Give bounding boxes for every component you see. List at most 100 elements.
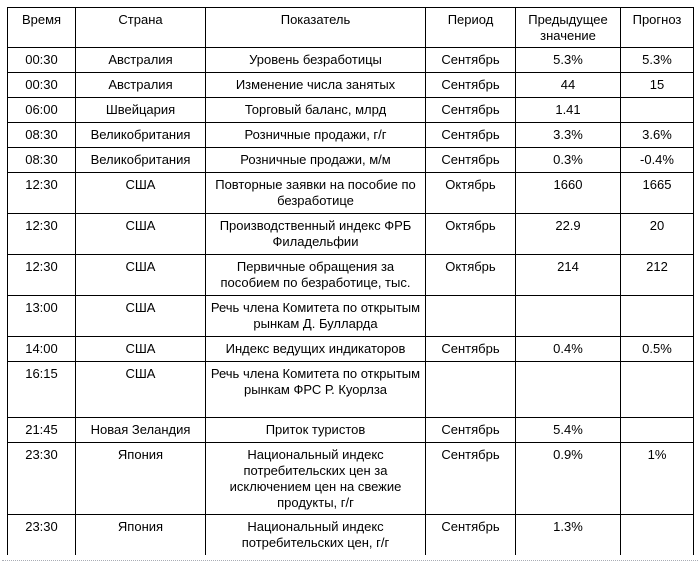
cell-period: Сентябрь: [425, 72, 516, 98]
cell-period: [425, 361, 516, 418]
cell-previous: 3.3%: [515, 122, 621, 148]
table-row: 14:00 США Индекс ведущих индикаторов Сентяб…: [7, 336, 694, 362]
cell-indicator: Приток туристов: [205, 417, 426, 443]
cell-period: Сентябрь: [425, 97, 516, 123]
cell-previous: 22.9: [515, 213, 621, 255]
cell-previous: 5.3%: [515, 47, 621, 73]
cell-indicator: Производственный индекс ФРБ Филадельфии: [205, 213, 426, 255]
cell-indicator: Розничные продажи, г/г: [205, 122, 426, 148]
cell-country: США: [75, 172, 206, 214]
table-row: 06:00 Швейцария Торговый баланс, млрд Сентя…: [7, 97, 694, 123]
cell-indicator: Розничные продажи, м/м: [205, 147, 426, 173]
cell-country: Япония: [75, 442, 206, 515]
cell-forecast: 20: [620, 213, 694, 255]
cell-indicator: Индекс ведущих индикаторов: [205, 336, 426, 362]
cell-country: Великобритания: [75, 122, 206, 148]
cell-country: США: [75, 254, 206, 296]
table-row: 00:30 Австралия Уровень безработицы Сентябр…: [7, 47, 694, 73]
header-time: Время: [7, 7, 76, 48]
page-boundary-dotted-line: [2, 560, 698, 561]
cell-period: Сентябрь: [425, 417, 516, 443]
table-row: 12:30 США Производственный индекс ФРБ Фила…: [7, 213, 694, 255]
cell-forecast: [620, 361, 694, 418]
cell-previous: 1660: [515, 172, 621, 214]
cell-indicator: Торговый баланс, млрд: [205, 97, 426, 123]
econ-table-body: 00:30 Австралия Уровень безработицы Сентябр…: [7, 47, 694, 555]
cell-forecast: [620, 295, 694, 337]
cell-time: 06:00: [7, 97, 76, 123]
cell-period: Сентябрь: [425, 122, 516, 148]
cell-forecast: 5.3%: [620, 47, 694, 73]
cell-period: Октябрь: [425, 254, 516, 296]
table-row: 23:30 Япония Национальный индекс потребите…: [7, 442, 694, 515]
cell-time: 21:45: [7, 417, 76, 443]
cell-time: 13:00: [7, 295, 76, 337]
table-row: 12:30 США Первичные обращения за пособием …: [7, 254, 694, 296]
cell-country: Новая Зеландия: [75, 417, 206, 443]
table-row: 12:30 США Повторные заявки на пособие по б…: [7, 172, 694, 214]
cell-forecast: [620, 417, 694, 443]
cell-forecast: 15: [620, 72, 694, 98]
cell-country: США: [75, 336, 206, 362]
cell-previous: [515, 361, 621, 418]
cell-country: США: [75, 361, 206, 418]
cell-period: Сентябрь: [425, 442, 516, 515]
cell-forecast: [620, 97, 694, 123]
cell-time: 23:30: [7, 442, 76, 515]
cell-indicator: Национальный индекс потребительских цен,…: [205, 514, 426, 555]
cell-country: США: [75, 213, 206, 255]
cell-time: 12:30: [7, 254, 76, 296]
header-country: Страна: [75, 7, 206, 48]
table-row: 00:30 Австралия Изменение числа занятых Сен…: [7, 72, 694, 98]
cell-indicator: Речь члена Комитета по открытым рынкам Ф…: [205, 361, 426, 418]
cell-country: США: [75, 295, 206, 337]
cell-country: Австралия: [75, 47, 206, 73]
cell-time: 08:30: [7, 147, 76, 173]
cell-indicator: Речь члена Комитета по открытым рынкам Д…: [205, 295, 426, 337]
cell-indicator: Первичные обращения за пособием по безра…: [205, 254, 426, 296]
table-header: Время Страна Показатель Период Предыдуще…: [7, 7, 694, 48]
cell-previous: 214: [515, 254, 621, 296]
cell-time: 00:30: [7, 72, 76, 98]
cell-forecast: 212: [620, 254, 694, 296]
cell-period: Сентябрь: [425, 336, 516, 362]
cell-previous: [515, 295, 621, 337]
cell-period: Октябрь: [425, 172, 516, 214]
header-previous: Предыдущее значение: [515, 7, 621, 48]
table-row: 13:00 США Речь члена Комитета по открытым …: [7, 295, 694, 337]
cell-forecast: 3.6%: [620, 122, 694, 148]
cell-time: 12:30: [7, 172, 76, 214]
economic-calendar-table: Время Страна Показатель Период Предыдуще…: [7, 7, 694, 555]
header-period: Период: [425, 7, 516, 48]
cell-country: Швейцария: [75, 97, 206, 123]
cell-country: Япония: [75, 514, 206, 555]
table-row: 16:15 США Речь члена Комитета по открытым …: [7, 361, 694, 418]
cell-forecast: -0.4%: [620, 147, 694, 173]
cell-previous: 44: [515, 72, 621, 98]
cell-forecast: [620, 514, 694, 555]
cell-country: Великобритания: [75, 147, 206, 173]
cell-previous: 0.4%: [515, 336, 621, 362]
cell-indicator: Изменение числа занятых: [205, 72, 426, 98]
cell-forecast: 1665: [620, 172, 694, 214]
header-row: Время Страна Показатель Период Предыдуще…: [7, 7, 694, 48]
cell-indicator: Национальный индекс потребительских цен …: [205, 442, 426, 515]
table-row: 08:30 Великобритания Розничные продажи, г/…: [7, 122, 694, 148]
cell-previous: 1.41: [515, 97, 621, 123]
cell-time: 12:30: [7, 213, 76, 255]
cell-period: [425, 295, 516, 337]
cell-time: 23:30: [7, 514, 76, 555]
cell-previous: 0.3%: [515, 147, 621, 173]
header-indicator: Показатель: [205, 7, 426, 48]
cell-previous: 1.3%: [515, 514, 621, 555]
cell-forecast: 0.5%: [620, 336, 694, 362]
cell-time: 14:00: [7, 336, 76, 362]
cell-period: Сентябрь: [425, 514, 516, 555]
table-row: 23:30 Япония Национальный индекс потребите…: [7, 514, 694, 555]
cell-time: 16:15: [7, 361, 76, 418]
cell-previous: 0.9%: [515, 442, 621, 515]
table-row: 08:30 Великобритания Розничные продажи, м/…: [7, 147, 694, 173]
cell-period: Октябрь: [425, 213, 516, 255]
table-row: 21:45 Новая Зеландия Приток туристов Сентяб…: [7, 417, 694, 443]
